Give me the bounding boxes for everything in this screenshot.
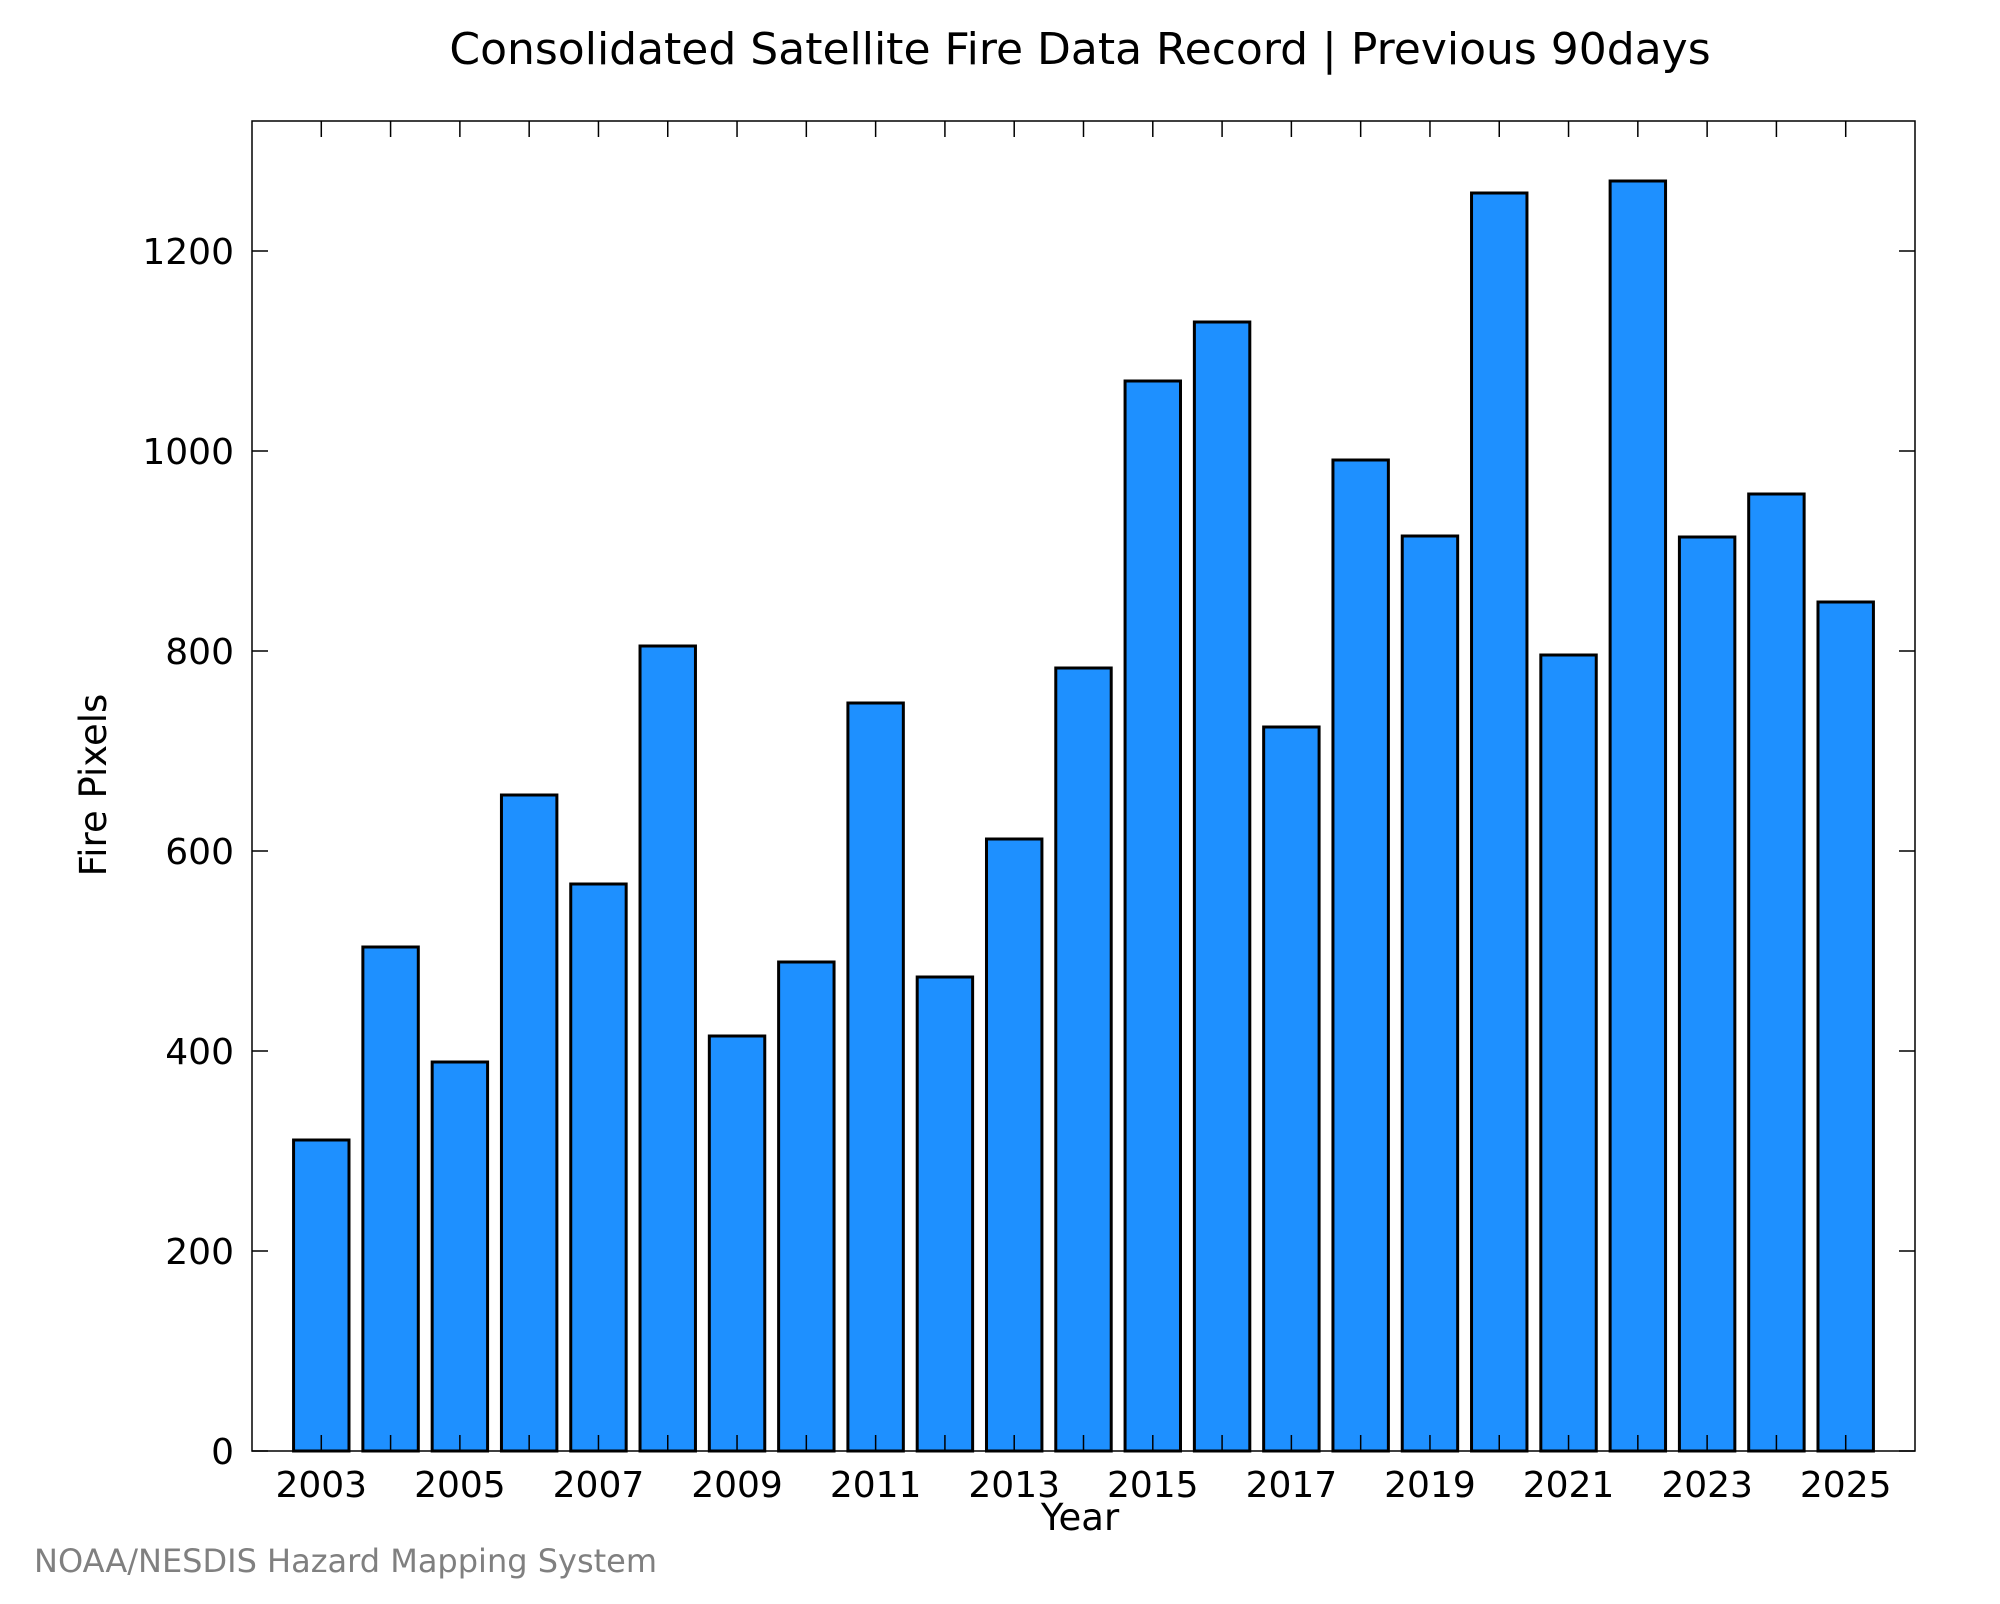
bar-2017: [1262, 725, 1321, 1453]
x-tick-label-2011: 2011: [830, 1465, 922, 1506]
bar-2016: [1192, 320, 1252, 1453]
x-axis-label: Year: [1040, 1496, 1120, 1539]
chart-title: Consolidated Satellite Fire Data Record …: [449, 24, 1710, 75]
y-tick-label-800: 800: [165, 632, 234, 673]
x-tick-label-2009: 2009: [691, 1465, 783, 1506]
x-tick-label-2017: 2017: [1246, 1465, 1338, 1506]
bar-2014: [1054, 666, 1113, 1453]
bar-2015: [1123, 379, 1182, 1453]
bar-2019: [1400, 534, 1460, 1453]
x-tick-label-2007: 2007: [553, 1465, 645, 1506]
bar-2024: [1747, 492, 1806, 1453]
y-tick-label-1000: 1000: [142, 432, 234, 473]
axes-layer: 2003 2005 2007 2009 2011 2013 2015 2017 2019 2021…: [142, 120, 1916, 1506]
y-tick-label-0: 0: [211, 1432, 234, 1473]
y-axis-label: Fire Pixels: [72, 694, 115, 877]
x-tick-label-2015: 2015: [1107, 1465, 1199, 1506]
bar-2010: [777, 960, 836, 1453]
x-tick-label-2025: 2025: [1800, 1465, 1892, 1506]
bar-2012: [915, 975, 975, 1453]
y-tick-label-400: 400: [165, 1032, 234, 1073]
x-tick-label-2003: 2003: [275, 1465, 367, 1506]
bar-2007: [569, 882, 628, 1453]
bar-2005: [430, 1060, 490, 1453]
bar-2020: [1470, 191, 1529, 1453]
x-tick-label-2019: 2019: [1384, 1465, 1476, 1506]
bar-2022: [1608, 179, 1668, 1453]
bar-2018: [1331, 458, 1390, 1453]
bar-2004: [361, 945, 420, 1453]
bar-2003: [292, 1138, 351, 1453]
x-tick-label-2005: 2005: [414, 1465, 506, 1506]
y-tick-label-1200: 1200: [142, 232, 234, 273]
bar-2023: [1677, 535, 1737, 1453]
credit-text: NOAA/NESDIS Hazard Mapping System: [34, 1542, 657, 1580]
bar-2011: [846, 701, 905, 1453]
bar-2025: [1816, 600, 1875, 1453]
bar-2006: [499, 793, 559, 1453]
bar-2013: [984, 837, 1044, 1453]
bars-layer: [292, 179, 1875, 1453]
bar-2008: [638, 644, 697, 1453]
y-tick-label-200: 200: [165, 1232, 234, 1273]
x-tick-label-2023: 2023: [1661, 1465, 1753, 1506]
bar-2009: [707, 1034, 767, 1453]
x-tick-label-2021: 2021: [1523, 1465, 1615, 1506]
x-tick-label-2013: 2013: [968, 1465, 1060, 1506]
bar-2021: [1539, 653, 1598, 1453]
y-tick-label-600: 600: [165, 832, 234, 873]
